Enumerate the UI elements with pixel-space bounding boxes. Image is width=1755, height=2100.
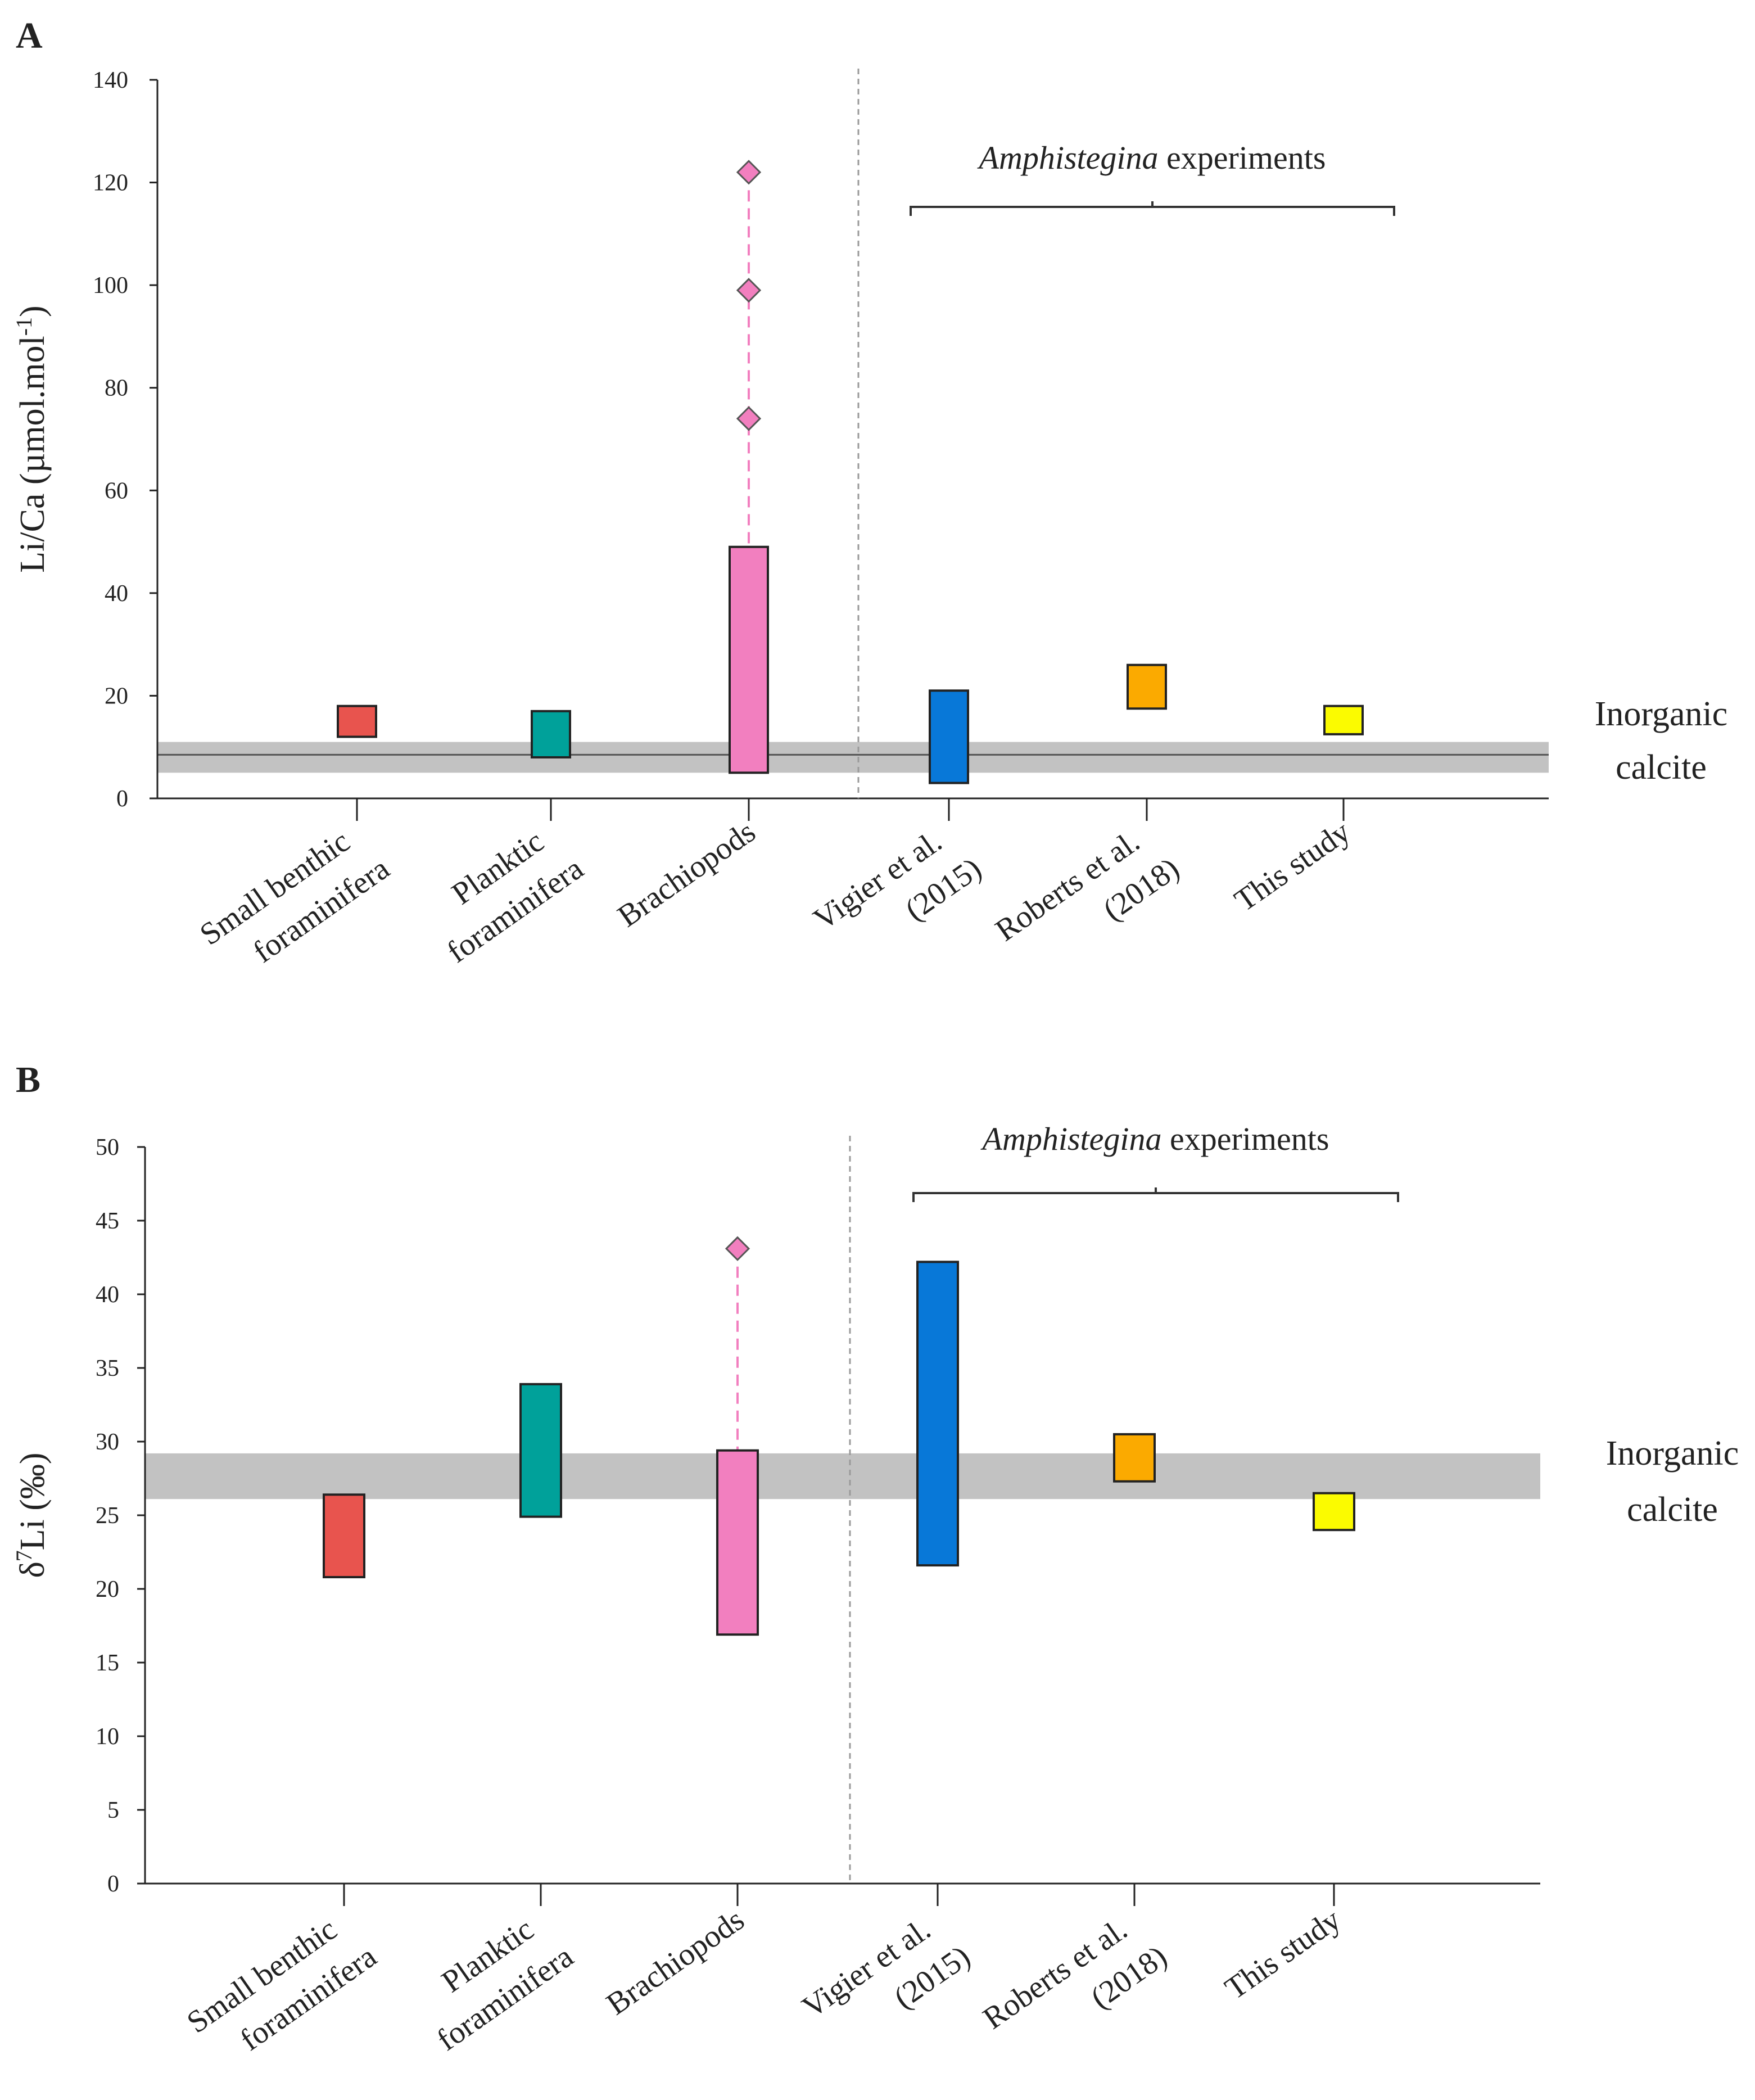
- annotation-italic: Amphistegina: [977, 139, 1159, 176]
- panel-label: A: [16, 15, 43, 56]
- y-tick-label: 120: [93, 170, 128, 196]
- y-axis-label: δ7Li (‰): [11, 1452, 52, 1578]
- range-bar: [531, 710, 571, 758]
- y-axis-label-sup: -1: [11, 317, 37, 336]
- x-category-label: Roberts et al.(2018): [989, 814, 1186, 985]
- outlier-point: [736, 406, 762, 431]
- y-axis-label-main: δ: [13, 1561, 52, 1578]
- reference-label: calcite: [1616, 748, 1707, 787]
- y-axis-label: Li/Ca (µmol.mol-1): [11, 305, 52, 572]
- x-category-label: This study: [1228, 814, 1356, 919]
- y-tick-label: 80: [105, 376, 128, 401]
- range-bar: [716, 1449, 759, 1636]
- range-bar: [323, 1493, 365, 1579]
- y-tick-label: 10: [96, 1724, 119, 1750]
- range-bar: [1127, 663, 1167, 710]
- reference-label: calcite: [1627, 1491, 1718, 1529]
- y-tick-label: 20: [96, 1577, 119, 1602]
- range-bar: [1313, 1492, 1355, 1532]
- x-category-label: Roberts et al.(2018): [977, 1902, 1173, 2073]
- y-tick-label: 40: [96, 1282, 119, 1308]
- x-category-label: Brachiopods: [612, 814, 762, 934]
- y-tick-label: 25: [96, 1503, 119, 1529]
- y-axis-label-tail: Li (‰): [13, 1452, 52, 1550]
- y-tick-label: 20: [105, 683, 128, 709]
- x-category-line: Brachiopods: [612, 814, 762, 934]
- panel-A: A Inorganic calcite 0 20 40 60 80 100 120 140 Li/Ca…: [11, 15, 1728, 989]
- annotation-rest: experiments: [1159, 139, 1326, 176]
- y-tick-label: 35: [96, 1356, 119, 1381]
- x-category-label: Vigier et al.(2015): [807, 814, 988, 974]
- y-tick-label: 100: [93, 273, 128, 299]
- y-tick-label: 0: [116, 786, 128, 812]
- y-tick-label: 0: [107, 1871, 119, 1897]
- x-category-label: Vigier et al.(2015): [796, 1902, 976, 2062]
- x-category-line: This study: [1219, 1902, 1347, 2007]
- reference-label: Inorganic: [1606, 1434, 1739, 1473]
- x-category-label: Plankticforaminifera: [405, 1902, 580, 2058]
- y-tick-label: 60: [105, 478, 128, 504]
- range-bar: [729, 545, 769, 774]
- y-axis-label-tail: ): [13, 305, 52, 317]
- y-tick-label: 140: [93, 67, 128, 93]
- y-tick-label: 30: [96, 1429, 119, 1455]
- range-bar: [337, 704, 377, 738]
- outlier-point: [736, 160, 762, 185]
- reference-label: Inorganic: [1595, 695, 1727, 733]
- panel-label: B: [16, 1059, 40, 1100]
- y-tick-label: 5: [107, 1798, 119, 1823]
- y-tick-label: 50: [96, 1135, 119, 1160]
- range-bar: [916, 1261, 959, 1567]
- y-tick-label: 15: [96, 1650, 119, 1676]
- annotation-italic: Amphistegina: [980, 1121, 1162, 1157]
- range-bar: [1323, 704, 1364, 735]
- x-category-line: This study: [1228, 814, 1356, 919]
- range-bar: [519, 1383, 562, 1518]
- x-category-label: Plankticforaminifera: [415, 814, 590, 970]
- reference-band: [157, 742, 1549, 773]
- x-category-label: Brachiopods: [600, 1902, 750, 2022]
- x-category-label: Small benthicforaminifera: [181, 1902, 383, 2077]
- y-axis-label-main: Li/Ca (µmol.mol: [13, 336, 52, 572]
- y-tick-label: 45: [96, 1208, 119, 1234]
- annotation-label: Amphistegina experiments: [977, 139, 1326, 176]
- panel-B: B Inorganic calcite 0 5 10 15 20 25 30 35 40 45 50 δ7L…: [11, 1059, 1739, 2077]
- outlier-point: [725, 1236, 750, 1261]
- range-bar: [929, 689, 969, 784]
- x-category-label: This study: [1219, 1902, 1347, 2007]
- y-axis-label-sup: 7: [11, 1550, 37, 1561]
- range-bar: [1113, 1433, 1156, 1483]
- annotation-bracket: [912, 1187, 1399, 1202]
- annotation-label: Amphistegina experiments: [980, 1121, 1329, 1157]
- x-category-line: Brachiopods: [600, 1902, 750, 2022]
- outlier-point: [736, 278, 762, 303]
- x-category-label: Small benthicforaminifera: [194, 814, 396, 989]
- reference-band: [145, 1453, 1540, 1500]
- annotation-bracket: [910, 201, 1395, 216]
- y-tick-label: 40: [105, 581, 128, 607]
- annotation-rest: experiments: [1162, 1121, 1329, 1157]
